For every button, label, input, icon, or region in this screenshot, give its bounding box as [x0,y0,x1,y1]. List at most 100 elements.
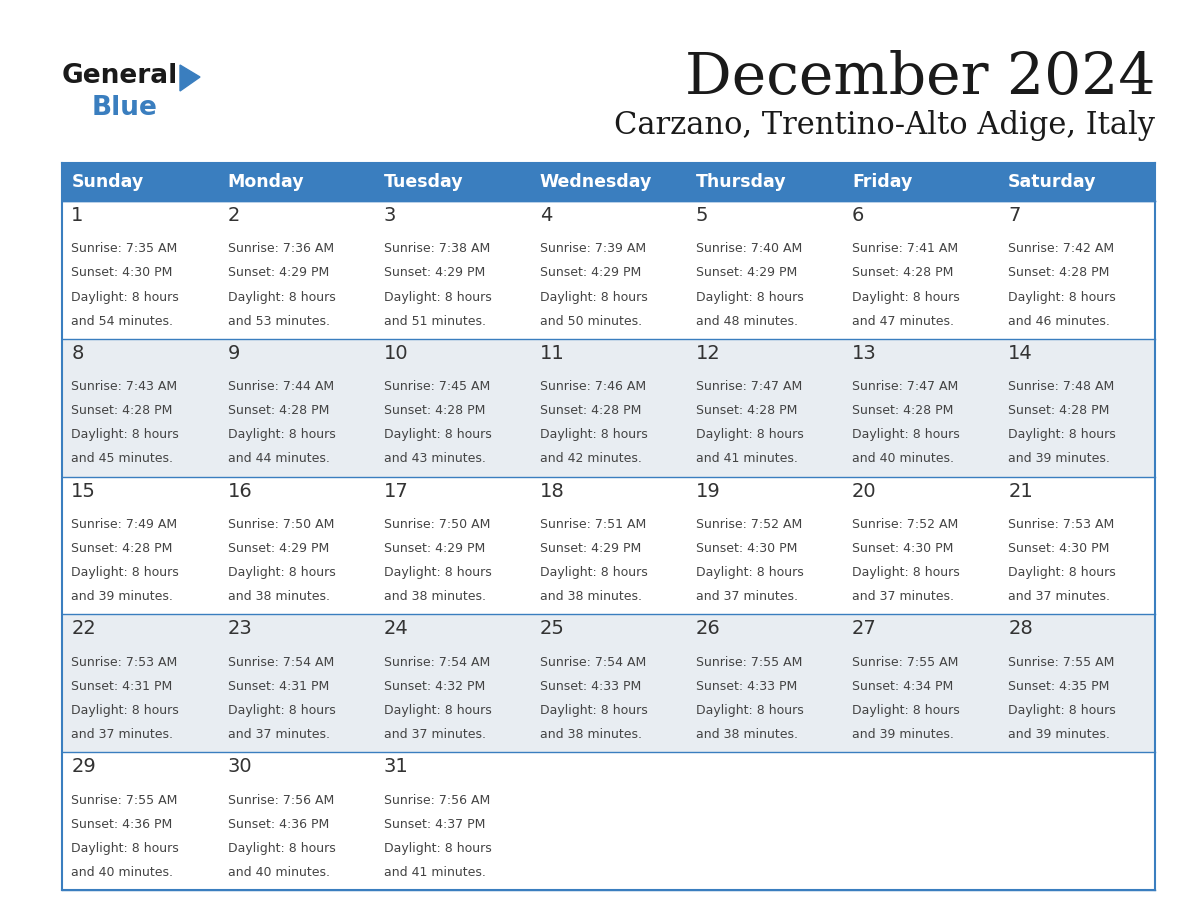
Text: and 37 minutes.: and 37 minutes. [384,728,486,741]
Bar [530,201,687,339]
Text: Daylight: 8 hours: Daylight: 8 hours [384,429,492,442]
Bar [219,476,374,614]
Text: Sunset: 4:28 PM: Sunset: 4:28 PM [852,404,954,418]
Text: and 42 minutes.: and 42 minutes. [539,453,642,465]
Text: and 41 minutes.: and 41 minutes. [384,866,486,879]
Text: Sunrise: 7:41 AM: Sunrise: 7:41 AM [852,242,959,255]
Text: Sunset: 4:33 PM: Sunset: 4:33 PM [696,680,797,693]
Bar [62,476,219,614]
Bar [374,201,530,339]
Text: Sunrise: 7:55 AM: Sunrise: 7:55 AM [71,793,178,807]
Bar [530,339,687,476]
Text: and 37 minutes.: and 37 minutes. [71,728,173,741]
Text: and 40 minutes.: and 40 minutes. [852,453,954,465]
Bar [687,476,842,614]
Bar [62,201,219,339]
Text: Sunrise: 7:50 AM: Sunrise: 7:50 AM [228,518,334,531]
Text: Sunset: 4:33 PM: Sunset: 4:33 PM [539,680,642,693]
Text: Daylight: 8 hours: Daylight: 8 hours [384,704,492,717]
Text: Sunrise: 7:35 AM: Sunrise: 7:35 AM [71,242,178,255]
Text: 1: 1 [71,206,83,225]
Text: Sunrise: 7:45 AM: Sunrise: 7:45 AM [384,380,489,393]
Text: and 38 minutes.: and 38 minutes. [539,728,642,741]
Text: Thursday: Thursday [696,173,786,191]
Bar [999,201,1155,339]
Text: and 38 minutes.: and 38 minutes. [539,590,642,603]
Text: Sunset: 4:30 PM: Sunset: 4:30 PM [852,542,954,555]
Text: 30: 30 [228,757,252,777]
Bar [842,476,999,614]
Text: and 37 minutes.: and 37 minutes. [1009,590,1111,603]
Text: Sunset: 4:32 PM: Sunset: 4:32 PM [384,680,485,693]
Text: Sunrise: 7:40 AM: Sunrise: 7:40 AM [696,242,802,255]
Bar [530,476,687,614]
Text: Sunset: 4:31 PM: Sunset: 4:31 PM [71,680,172,693]
Text: Sunset: 4:28 PM: Sunset: 4:28 PM [71,404,172,418]
Text: Sunday: Sunday [71,173,144,191]
Text: Sunset: 4:29 PM: Sunset: 4:29 PM [228,542,329,555]
Text: 15: 15 [71,482,96,500]
Text: Sunset: 4:30 PM: Sunset: 4:30 PM [696,542,797,555]
Bar [687,339,842,476]
Text: and 45 minutes.: and 45 minutes. [71,453,173,465]
Bar [999,614,1155,752]
Text: Sunset: 4:30 PM: Sunset: 4:30 PM [71,266,172,279]
Text: Daylight: 8 hours: Daylight: 8 hours [1009,291,1116,304]
Text: Sunset: 4:34 PM: Sunset: 4:34 PM [852,680,953,693]
Text: Sunset: 4:28 PM: Sunset: 4:28 PM [1009,266,1110,279]
Text: December 2024: December 2024 [684,50,1155,106]
Text: 16: 16 [228,482,252,500]
Text: 27: 27 [852,620,877,638]
Text: Sunrise: 7:55 AM: Sunrise: 7:55 AM [852,655,959,668]
Text: Sunset: 4:28 PM: Sunset: 4:28 PM [539,404,642,418]
Text: Sunrise: 7:55 AM: Sunrise: 7:55 AM [1009,655,1114,668]
Text: Sunset: 4:28 PM: Sunset: 4:28 PM [71,542,172,555]
Text: and 48 minutes.: and 48 minutes. [696,315,798,328]
Text: and 41 minutes.: and 41 minutes. [696,453,798,465]
Text: Sunrise: 7:42 AM: Sunrise: 7:42 AM [1009,242,1114,255]
Text: Daylight: 8 hours: Daylight: 8 hours [852,429,960,442]
Text: 12: 12 [696,344,721,363]
Bar [62,163,219,201]
Text: Daylight: 8 hours: Daylight: 8 hours [1009,704,1116,717]
Text: Daylight: 8 hours: Daylight: 8 hours [696,704,804,717]
Text: and 44 minutes.: and 44 minutes. [228,453,329,465]
Text: Sunset: 4:29 PM: Sunset: 4:29 PM [384,266,485,279]
Text: 21: 21 [1009,482,1034,500]
Text: Sunrise: 7:53 AM: Sunrise: 7:53 AM [1009,518,1114,531]
Text: Daylight: 8 hours: Daylight: 8 hours [1009,429,1116,442]
Text: and 37 minutes.: and 37 minutes. [696,590,798,603]
Text: Sunrise: 7:52 AM: Sunrise: 7:52 AM [852,518,959,531]
Bar [842,339,999,476]
Text: Sunset: 4:28 PM: Sunset: 4:28 PM [696,404,797,418]
Text: 29: 29 [71,757,96,777]
Text: Sunset: 4:28 PM: Sunset: 4:28 PM [228,404,329,418]
Bar [687,614,842,752]
Bar [62,614,219,752]
Bar [999,752,1155,890]
Bar [374,752,530,890]
Text: 5: 5 [696,206,708,225]
Text: and 39 minutes.: and 39 minutes. [852,728,954,741]
Text: Sunrise: 7:43 AM: Sunrise: 7:43 AM [71,380,177,393]
Text: Blue: Blue [91,95,158,121]
Text: Sunrise: 7:36 AM: Sunrise: 7:36 AM [228,242,334,255]
Text: and 38 minutes.: and 38 minutes. [228,590,329,603]
Text: Sunrise: 7:54 AM: Sunrise: 7:54 AM [228,655,334,668]
Text: and 39 minutes.: and 39 minutes. [71,590,173,603]
Text: and 43 minutes.: and 43 minutes. [384,453,486,465]
Bar [842,201,999,339]
Text: Daylight: 8 hours: Daylight: 8 hours [71,566,179,579]
Text: 8: 8 [71,344,83,363]
Text: and 51 minutes.: and 51 minutes. [384,315,486,328]
Text: Daylight: 8 hours: Daylight: 8 hours [228,704,335,717]
Text: and 47 minutes.: and 47 minutes. [852,315,954,328]
Text: Sunrise: 7:54 AM: Sunrise: 7:54 AM [384,655,489,668]
Text: 6: 6 [852,206,865,225]
Text: Saturday: Saturday [1009,173,1097,191]
Text: Monday: Monday [228,173,304,191]
Text: 19: 19 [696,482,721,500]
Text: and 54 minutes.: and 54 minutes. [71,315,173,328]
Text: Daylight: 8 hours: Daylight: 8 hours [71,429,179,442]
Text: Daylight: 8 hours: Daylight: 8 hours [539,291,647,304]
